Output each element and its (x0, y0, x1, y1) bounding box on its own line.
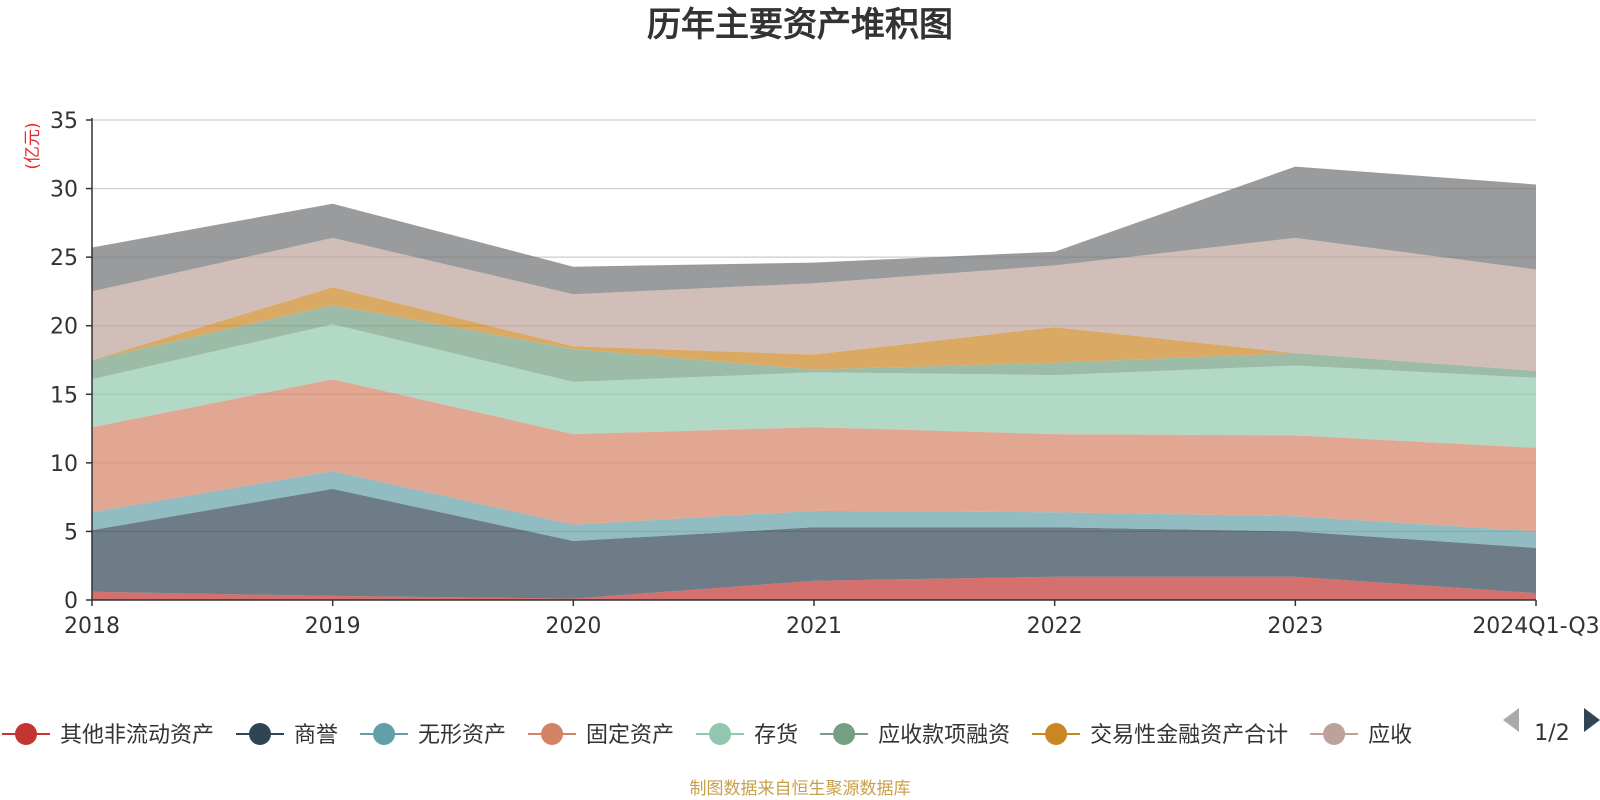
legend-dot-icon (15, 723, 37, 745)
legend-label: 交易性金融资产合计 (1090, 723, 1288, 748)
area-series (92, 166, 1536, 600)
legend-dot-icon (249, 723, 272, 745)
legend-label: 商誉 (294, 723, 338, 748)
x-tick-labels: 2018 2019 2020 2021 2022 2023 2024Q1-Q3 (64, 600, 1600, 639)
legend-dot-icon (1323, 723, 1346, 745)
y-axis-unit-label: (亿元) (23, 122, 43, 169)
chart-title: 历年主要资产堆积图 (647, 5, 953, 45)
area-series-4[interactable] (92, 379, 1536, 532)
y-tick-label: 25 (50, 246, 78, 271)
legend-item[interactable]: 固定资产 (528, 723, 674, 748)
x-tick-label: 2021 (786, 614, 842, 639)
area-series-7[interactable] (92, 287, 1536, 371)
legend-label: 应收款项融资 (878, 723, 1010, 748)
y-tick-label: 10 (50, 452, 78, 477)
legend-label: 无形资产 (418, 723, 506, 748)
legend-label: 固定资产 (586, 723, 674, 748)
legend-label: 其他非流动资产 (60, 723, 214, 748)
x-tick-label: 2024Q1-Q3 (1472, 614, 1599, 639)
legend-item[interactable]: 应收款项融资 (820, 723, 1010, 748)
y-tick-label: 5 (64, 520, 78, 545)
area-series-1[interactable] (92, 576, 1536, 600)
legend-dot-icon (833, 723, 856, 745)
x-tick-label: 2018 (64, 614, 120, 639)
y-tick-label: 0 (64, 589, 78, 614)
legend-label: 存货 (754, 723, 798, 748)
area-series-6[interactable] (92, 305, 1536, 382)
legend-next-arrow-icon[interactable] (1584, 708, 1600, 732)
legend: 其他非流动资产 商誉 无形资产 固定资产 存货 应收款项融资 交易性金融资产合计 应收 1/2 (2, 708, 1600, 748)
legend-item[interactable]: 其他非流动资产 (2, 723, 214, 748)
y-tick-label: 20 (50, 315, 78, 340)
x-tick-label: 2022 (1027, 614, 1083, 639)
legend-dot-icon (373, 723, 396, 745)
legend-item[interactable]: 应收 (1310, 723, 1412, 748)
legend-item[interactable]: 存货 (696, 723, 798, 748)
legend-item[interactable]: 无形资产 (360, 723, 506, 748)
data-source-footer: 制图数据来自恒生聚源数据库 (690, 779, 911, 799)
area-series-9[interactable] (92, 166, 1536, 295)
legend-pager: 1/2 (1503, 708, 1600, 746)
legend-item[interactable]: 商誉 (236, 723, 338, 748)
area-series-5[interactable] (92, 324, 1536, 448)
y-tick-label: 35 (50, 109, 78, 134)
area-series-3[interactable] (92, 471, 1536, 548)
legend-page-indicator: 1/2 (1534, 721, 1569, 746)
legend-dot-icon (709, 723, 732, 745)
legend-dot-icon (1045, 723, 1068, 745)
legend-dot-icon (541, 723, 564, 745)
x-tick-label: 2020 (545, 614, 601, 639)
x-tick-label: 2019 (305, 614, 361, 639)
x-tick-label: 2023 (1267, 614, 1323, 639)
legend-label: 应收 (1368, 723, 1412, 748)
y-tick-labels: 0 5 10 15 20 25 30 35 (50, 109, 92, 614)
area-series-2[interactable] (92, 488, 1536, 599)
legend-item[interactable]: 交易性金融资产合计 (1032, 723, 1288, 748)
y-tick-label: 15 (50, 383, 78, 408)
y-tick-label: 30 (50, 178, 78, 203)
area-series-8[interactable] (92, 237, 1536, 371)
legend-prev-arrow-icon[interactable] (1503, 708, 1519, 732)
